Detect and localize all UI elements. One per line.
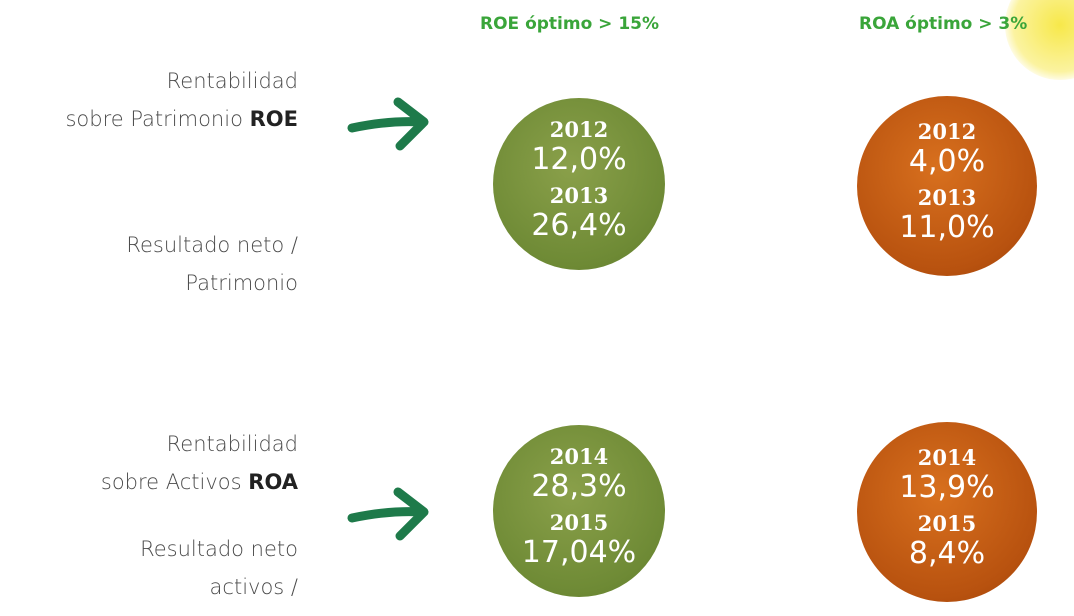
value: 12,0%: [493, 142, 665, 178]
year: 2013: [493, 184, 665, 208]
description-line: activos /: [140, 568, 298, 606]
arrow: [352, 492, 424, 536]
year: 2015: [493, 511, 665, 535]
arrow: [352, 102, 424, 146]
value: 11,0%: [857, 210, 1037, 246]
year: 2012: [857, 120, 1037, 144]
description-line: Resultado neto: [140, 530, 298, 568]
value: 13,9%: [857, 470, 1037, 506]
label-line: Rentabilidad: [65, 62, 298, 100]
year: 2013: [857, 186, 1037, 210]
year: 2012: [493, 118, 665, 142]
description-line: Patrimonio: [126, 264, 298, 302]
value: 8,4%: [857, 536, 1037, 572]
label-line: sobre Patrimonio ROE: [65, 100, 298, 138]
year: 2014: [857, 446, 1037, 470]
label-line: Rentabilidad: [101, 425, 298, 463]
description-line: Resultado neto /: [126, 226, 298, 264]
label-text: sobre Activos: [101, 470, 242, 494]
value: 26,4%: [493, 208, 665, 244]
year: 2015: [857, 512, 1037, 536]
label-text: sobre Patrimonio: [65, 107, 242, 131]
label-bold: ROA: [248, 470, 298, 494]
label-bold: ROE: [250, 107, 298, 131]
value: 4,0%: [857, 144, 1037, 180]
label-line: sobre Activos ROA: [101, 463, 298, 501]
value: 28,3%: [493, 469, 665, 505]
page: ROE óptimo > 15% ROA óptimo > 3% Rentabi…: [0, 0, 1074, 616]
value: 17,04%: [493, 535, 665, 571]
year: 2014: [493, 445, 665, 469]
row-description: Resultado neto /Patrimonio: [126, 226, 298, 302]
